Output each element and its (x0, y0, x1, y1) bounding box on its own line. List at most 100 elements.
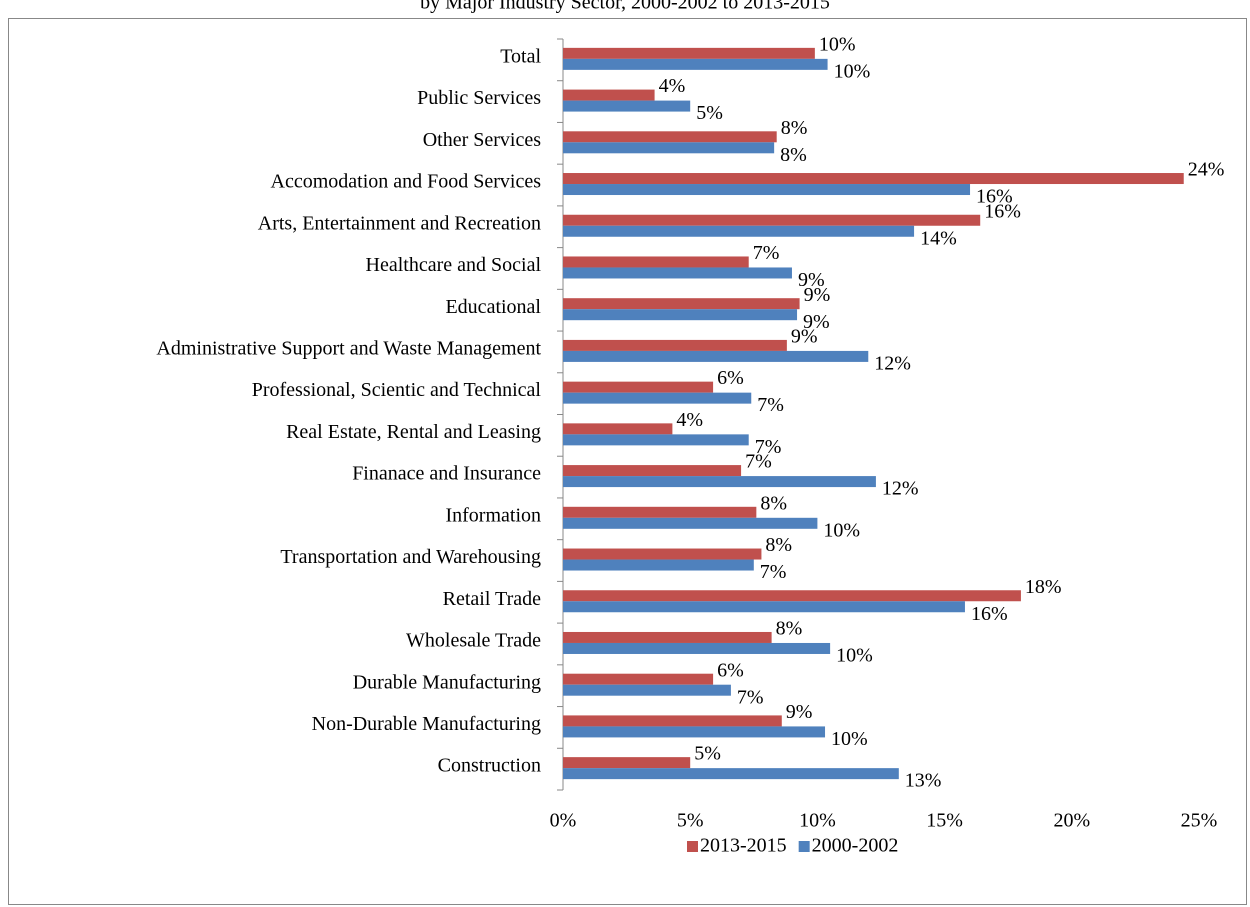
value-label: 7% (745, 451, 772, 473)
bar (563, 684, 731, 696)
value-label: 8% (760, 492, 787, 514)
bar (563, 465, 742, 477)
value-label: 5% (696, 102, 723, 124)
bar (563, 58, 828, 70)
value-label: 10% (836, 645, 873, 667)
bar (563, 590, 1021, 602)
bar (563, 142, 775, 154)
value-label: 13% (905, 770, 942, 792)
value-label: 8% (781, 117, 808, 139)
value-label: 16% (976, 186, 1013, 208)
y-tick-label: Professional, Scientic and Technical (252, 379, 542, 401)
value-label: 16% (984, 200, 1021, 222)
y-tick-label: Transportation and Warehousing (280, 546, 541, 568)
value-label: 14% (920, 227, 957, 249)
bar (563, 89, 655, 101)
bar (563, 392, 752, 404)
value-label: 7% (760, 561, 787, 583)
bar (563, 173, 1184, 185)
y-tick-label: Non-Durable Manufacturing (312, 713, 541, 735)
value-label: 10% (819, 33, 856, 55)
y-tick-label: Public Services (417, 87, 541, 109)
bar (563, 757, 691, 769)
bar (563, 726, 826, 738)
value-label: 16% (971, 603, 1008, 625)
chart-frame (8, 18, 1247, 905)
y-tick-label: Accomodation and Food Services (271, 171, 542, 193)
y-tick-label: Real Estate, Rental and Leasing (286, 421, 541, 443)
value-label: 9% (786, 701, 813, 723)
y-tick-label: Arts, Entertainment and Recreation (258, 212, 541, 234)
bar (563, 506, 757, 518)
bar (563, 631, 772, 643)
y-tick-label: Educational (445, 296, 541, 318)
x-tick-label: 0% (550, 810, 577, 832)
value-label: 6% (717, 367, 744, 389)
bar (563, 184, 971, 196)
bar (563, 47, 815, 59)
value-label: 10% (834, 60, 871, 82)
x-tick-label: 10% (799, 810, 836, 832)
bar (563, 548, 762, 560)
bar (563, 642, 831, 654)
y-tick-label: Finanace and Insurance (352, 463, 541, 485)
x-tick-label: 5% (677, 810, 704, 832)
value-label: 9% (798, 269, 825, 291)
legend-label: 2013-2015 (700, 835, 787, 857)
value-label: 9% (804, 284, 831, 306)
y-tick-label: Other Services (423, 129, 542, 151)
bar (563, 309, 798, 321)
value-label: 7% (753, 242, 780, 264)
value-label: 8% (765, 534, 792, 556)
bar (563, 559, 754, 571)
value-label: 4% (676, 409, 703, 431)
bar (563, 517, 818, 529)
value-label: 12% (882, 478, 919, 500)
x-tick-label: 20% (1053, 810, 1090, 832)
bar (563, 476, 876, 488)
y-tick-label: Retail Trade (443, 588, 541, 610)
bar (563, 256, 749, 268)
y-tick-label: Total (500, 45, 541, 67)
legend-swatch (687, 841, 698, 852)
x-tick-label: 15% (926, 810, 963, 832)
bar (563, 131, 777, 143)
bar (563, 350, 869, 362)
value-label: 10% (831, 728, 868, 750)
bar (563, 768, 899, 780)
bar (563, 715, 782, 727)
y-tick-label: Construction (438, 755, 541, 777)
y-tick-label: Healthcare and Social (366, 254, 542, 276)
bar (563, 601, 965, 613)
legend-label: 2000-2002 (812, 835, 899, 857)
bar (563, 381, 714, 393)
y-tick-label: Wholesale Trade (406, 630, 541, 652)
y-tick-label: Administrative Support and Waste Managem… (156, 338, 541, 360)
bar (563, 100, 691, 112)
y-tick-label: Durable Manufacturing (353, 671, 541, 693)
value-label: 6% (717, 659, 744, 681)
x-tick-label: 25% (1181, 810, 1218, 832)
bar (563, 298, 800, 310)
value-label: 4% (659, 75, 686, 97)
y-tick-label: Information (445, 504, 541, 526)
value-label: 18% (1025, 576, 1062, 598)
bar (563, 423, 673, 435)
bar (563, 673, 714, 685)
value-label: 8% (776, 618, 803, 640)
value-label: 7% (755, 436, 782, 458)
bar (563, 214, 981, 226)
value-label: 7% (757, 394, 784, 416)
value-label: 9% (803, 311, 830, 333)
bar (563, 339, 787, 351)
value-label: 8% (780, 144, 807, 166)
bar (563, 267, 792, 279)
value-label: 12% (874, 353, 911, 375)
value-label: 24% (1188, 159, 1225, 181)
bar (563, 225, 915, 237)
value-label: 9% (791, 326, 818, 348)
legend-swatch (798, 841, 810, 852)
value-label: 10% (823, 519, 860, 541)
